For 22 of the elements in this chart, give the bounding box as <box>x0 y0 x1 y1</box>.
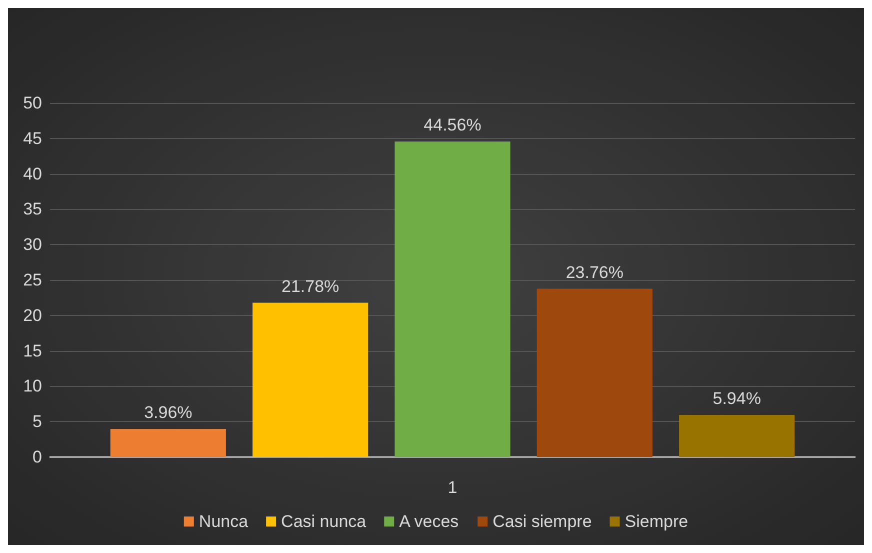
legend-label: Siempre <box>624 512 688 531</box>
y-tick-label: 35 <box>23 200 42 219</box>
data-label: 3.96% <box>144 402 192 422</box>
legend-label: A veces <box>399 512 459 531</box>
y-tick-label: 40 <box>23 164 42 184</box>
data-label: 23.76% <box>566 262 624 282</box>
y-tick-label: 15 <box>23 341 42 360</box>
x-tick-label: 1 <box>448 478 458 497</box>
y-tick-label: 45 <box>23 128 42 148</box>
y-tick-label: 30 <box>23 235 42 254</box>
legend-label: Casi siempre <box>492 512 592 531</box>
legend-label: Nunca <box>198 512 249 531</box>
y-tick-label: 20 <box>23 306 42 325</box>
data-label: 21.78% <box>281 276 340 296</box>
y-tick-label: 50 <box>23 94 42 112</box>
y-tick-label: 0 <box>32 448 42 466</box>
data-label: 44.56% <box>424 116 482 135</box>
y-tick-label: 25 <box>23 270 42 290</box>
y-tick-label: 10 <box>23 376 42 396</box>
legend-label: Casi nunca <box>281 512 367 531</box>
y-tick-label: 5 <box>32 412 42 432</box>
data-label: 5.94% <box>712 388 761 408</box>
